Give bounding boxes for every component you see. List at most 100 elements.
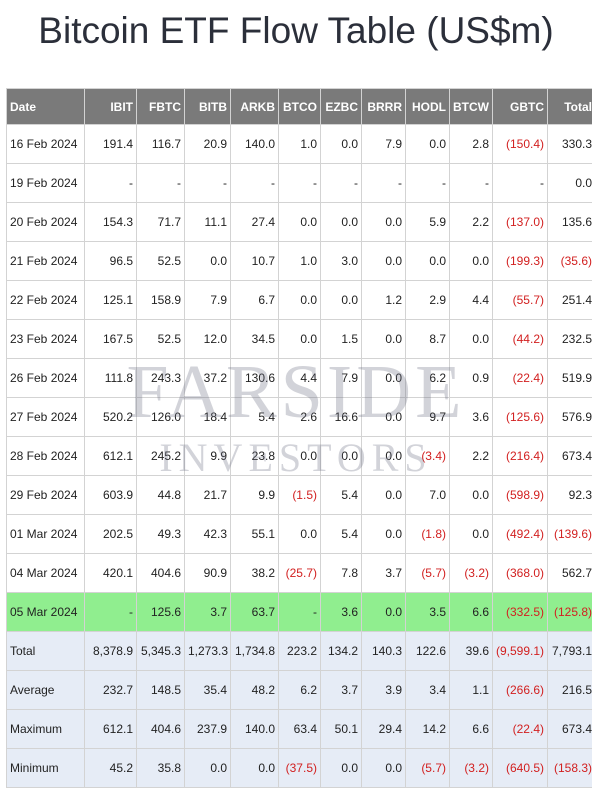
table-cell: - <box>184 163 231 203</box>
table-cell: 4.4 <box>278 358 321 398</box>
table-cell: 23.8 <box>230 436 279 476</box>
column-header-btcw: BTCW <box>449 88 493 125</box>
table-cell: (150.4) <box>492 124 548 164</box>
column-header-arkb: ARKB <box>230 88 279 125</box>
table-cell: 0.0 <box>361 514 406 554</box>
row-label-cell: 04 Mar 2024 <box>6 553 85 593</box>
row-label-cell: 22 Feb 2024 <box>6 280 85 320</box>
column-header-bitb: BITB <box>184 88 231 125</box>
table-cell: 330.3 <box>547 124 592 164</box>
table-cell: 7.9 <box>320 358 362 398</box>
table-cell: (640.5) <box>492 748 548 788</box>
table-cell: 18.4 <box>184 397 231 437</box>
table-cell: 0.0 <box>361 319 406 359</box>
table-cell: 38.2 <box>230 553 279 593</box>
table-cell: 0.0 <box>449 241 493 281</box>
table-cell: 420.1 <box>84 553 137 593</box>
table-row: 26 Feb 2024 111.8 243.3 37.2 130.6 4.4 7.9 0.0 6… <box>6 358 592 398</box>
row-label-cell: Average <box>6 670 85 710</box>
table-cell: 154.3 <box>84 202 137 242</box>
table-cell: 2.9 <box>405 280 450 320</box>
page-title: Bitcoin ETF Flow Table (US$m) <box>38 10 554 51</box>
table-cell: 55.1 <box>230 514 279 554</box>
table-cell: 96.5 <box>84 241 137 281</box>
table-cell: (22.4) <box>492 709 548 749</box>
table-cell: 50.1 <box>320 709 362 749</box>
table-cell: 8,378.9 <box>84 631 137 671</box>
table-row: 27 Feb 2024 520.2 126.0 18.4 5.4 2.6 16.6 0.0 9.… <box>6 397 592 437</box>
table-cell: 5,345.3 <box>136 631 185 671</box>
column-header-hodl: HODL <box>405 88 450 125</box>
row-label-cell: 21 Feb 2024 <box>6 241 85 281</box>
table-cell: 673.4 <box>547 709 592 749</box>
table-cell: 0.0 <box>278 514 321 554</box>
table-cell: 2.2 <box>449 436 493 476</box>
table-cell: 116.7 <box>136 124 185 164</box>
table-cell: 1.5 <box>320 319 362 359</box>
table-row: 05 Mar 2024-125.6 3.7 63.7-3.6 0.0 3.5 6.6 (33… <box>6 592 592 632</box>
table-cell: 5.4 <box>320 475 362 515</box>
column-header-gbtc: GBTC <box>492 88 548 125</box>
row-label-cell: 16 Feb 2024 <box>6 124 85 164</box>
table-cell: - <box>230 163 279 203</box>
table-cell: 135.6 <box>547 202 592 242</box>
daily-rows: 16 Feb 2024 191.4 116.7 20.9 140.0 1.0 0.0 7.9 0… <box>6 124 592 632</box>
table-cell: (5.7) <box>405 553 450 593</box>
table-cell: 245.2 <box>136 436 185 476</box>
table-row: 28 Feb 2024 612.1 245.2 9.9 23.8 0.0 0.0 0.0 (3.… <box>6 436 592 476</box>
table-cell: 90.9 <box>184 553 231 593</box>
table-cell: 14.2 <box>405 709 450 749</box>
table-cell: 404.6 <box>136 709 185 749</box>
table-cell: 48.2 <box>230 670 279 710</box>
table-cell: 520.2 <box>84 397 137 437</box>
table-cell: (3.4) <box>405 436 450 476</box>
table-cell: - <box>84 163 137 203</box>
table-cell: 122.6 <box>405 631 450 671</box>
table-row: 20 Feb 2024 154.3 71.7 11.1 27.4 0.0 0.0 0.0 5.9… <box>6 202 592 242</box>
table-cell: - <box>278 592 321 632</box>
table-cell: 71.7 <box>136 202 185 242</box>
table-cell: 35.8 <box>136 748 185 788</box>
table-row: Maximum 612.1 404.6 237.9 140.0 63.4 50.1 29.4 1… <box>6 709 592 749</box>
table-cell: 223.2 <box>278 631 321 671</box>
table-row: 19 Feb 2024- - - - - - - - - -0.0 <box>6 163 592 203</box>
table-row: Minimum 45.2 35.8 0.0 0.0 (37.5) 0.0 0.0 (5.7) (3… <box>6 748 592 788</box>
table-cell: (35.6) <box>547 241 592 281</box>
table-cell: 140.0 <box>230 124 279 164</box>
table-cell: 0.0 <box>405 241 450 281</box>
table-cell: 1,734.8 <box>230 631 279 671</box>
column-header-ibit: IBIT <box>84 88 137 125</box>
row-label-cell: 28 Feb 2024 <box>6 436 85 476</box>
table-cell: 3.7 <box>184 592 231 632</box>
table-cell: 0.0 <box>361 358 406 398</box>
column-header-fbtc: FBTC <box>136 88 185 125</box>
row-label-cell: 20 Feb 2024 <box>6 202 85 242</box>
table-cell: 2.6 <box>278 397 321 437</box>
table-cell: (1.5) <box>278 475 321 515</box>
table-cell: 0.0 <box>449 475 493 515</box>
table-cell: 44.8 <box>136 475 185 515</box>
table-cell: 8.7 <box>405 319 450 359</box>
row-label-cell: Maximum <box>6 709 85 749</box>
table-cell: 0.0 <box>361 397 406 437</box>
table-cell: 232.7 <box>84 670 137 710</box>
table-cell: 4.4 <box>449 280 493 320</box>
table-cell: 0.0 <box>278 280 321 320</box>
row-label-cell: 05 Mar 2024 <box>6 592 85 632</box>
table-cell: 37.2 <box>184 358 231 398</box>
column-header-date: Date <box>6 88 85 125</box>
table-cell: (158.3) <box>547 748 592 788</box>
table-cell: (3.2) <box>449 553 493 593</box>
etf-flow-table: Date IBIT FBTC BITB ARKB BTCO EZBC BRRR … <box>6 88 592 788</box>
table-cell: 0.0 <box>278 436 321 476</box>
table-cell: 3.0 <box>320 241 362 281</box>
table-cell: 7.0 <box>405 475 450 515</box>
table-cell: 0.0 <box>184 748 231 788</box>
column-header-ezbc: EZBC <box>320 88 362 125</box>
table-cell: 21.7 <box>184 475 231 515</box>
row-label-cell: Total <box>6 631 85 671</box>
table-cell: 111.8 <box>84 358 137 398</box>
table-cell: (492.4) <box>492 514 548 554</box>
table-cell: - <box>136 163 185 203</box>
table-cell: 0.0 <box>320 748 362 788</box>
